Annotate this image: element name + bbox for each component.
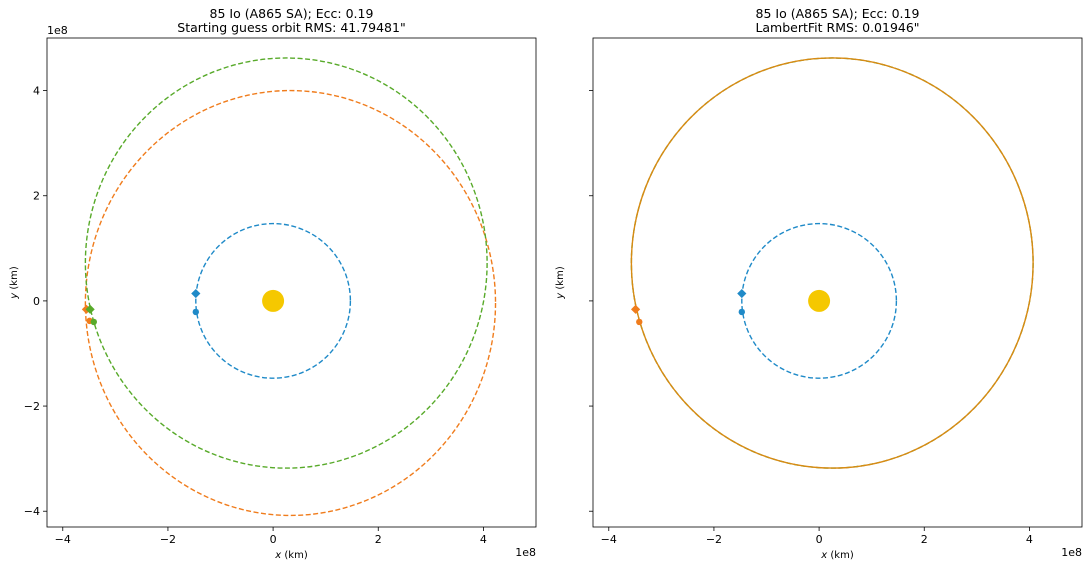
y-axis-label: y (km) — [9, 266, 20, 300]
diamond-marker — [191, 288, 201, 299]
x-tick-label: 2 — [921, 533, 928, 546]
x-axis-label: x (km) — [820, 550, 854, 561]
chart-subtitle: LambertFit RMS: 0.01946" — [755, 20, 919, 35]
chart-title: 85 Io (A865 SA); Ecc: 0.19 — [756, 6, 920, 21]
x-offset-label: 1e8 — [515, 546, 536, 559]
diamond-marker — [630, 304, 641, 314]
y-offset-label: 1e8 — [47, 24, 68, 37]
plot-area — [630, 57, 1034, 469]
circle-marker — [636, 318, 643, 326]
y-tick-label: 4 — [33, 85, 40, 98]
x-axis-label-var: x — [820, 550, 827, 561]
circle-marker — [738, 308, 746, 316]
sun-marker — [808, 289, 831, 312]
chart-title: 85 Io (A865 SA); Ecc: 0.19 — [210, 6, 374, 21]
x-axis-label: x (km) — [274, 550, 308, 561]
chart-subtitle: Starting guess orbit RMS: 41.79481" — [177, 20, 405, 35]
plot-frame — [592, 37, 1083, 528]
diamond-marker — [85, 304, 95, 314]
x-tick-label: 4 — [480, 533, 487, 546]
plot-area — [81, 57, 497, 517]
x-axis-label-var: x — [274, 550, 281, 561]
x-tick-label: −4 — [601, 533, 617, 546]
x-tick-label: 0 — [270, 533, 277, 546]
y-axis-label-var: y — [555, 292, 566, 300]
orbit-fit — [630, 57, 1034, 469]
diamond-marker — [737, 288, 747, 299]
orbit-true — [630, 57, 1034, 469]
x-tick-label: 2 — [375, 533, 382, 546]
orbit-earth — [195, 222, 352, 379]
y-axis-label-unit: (km) — [9, 266, 20, 293]
orbit-true — [84, 57, 488, 469]
orbit-earth — [741, 222, 898, 379]
y-axis-label: y (km) — [555, 266, 566, 300]
x-tick-label: −2 — [706, 533, 722, 546]
x-tick-label: −2 — [160, 533, 176, 546]
x-tick-label: 0 — [816, 533, 823, 546]
x-tick-label: 4 — [1026, 533, 1033, 546]
sun-marker — [262, 289, 285, 312]
x-offset-label: 1e8 — [1061, 546, 1082, 559]
y-tick-label: −2 — [24, 400, 40, 413]
y-axis-label-unit: (km) — [555, 266, 566, 293]
y-tick-label: 2 — [33, 190, 40, 203]
circle-marker — [192, 308, 200, 316]
x-axis-label-unit: (km) — [281, 550, 308, 561]
x-axis-label-unit: (km) — [827, 550, 854, 561]
x-tick-label: −4 — [55, 533, 71, 546]
y-axis-label-var: y — [9, 292, 20, 300]
plot-frame — [46, 37, 537, 528]
orbit-guess — [84, 89, 497, 517]
circle-marker — [90, 318, 97, 326]
y-tick-label: −4 — [24, 505, 40, 518]
y-tick-label: 0 — [33, 295, 40, 308]
